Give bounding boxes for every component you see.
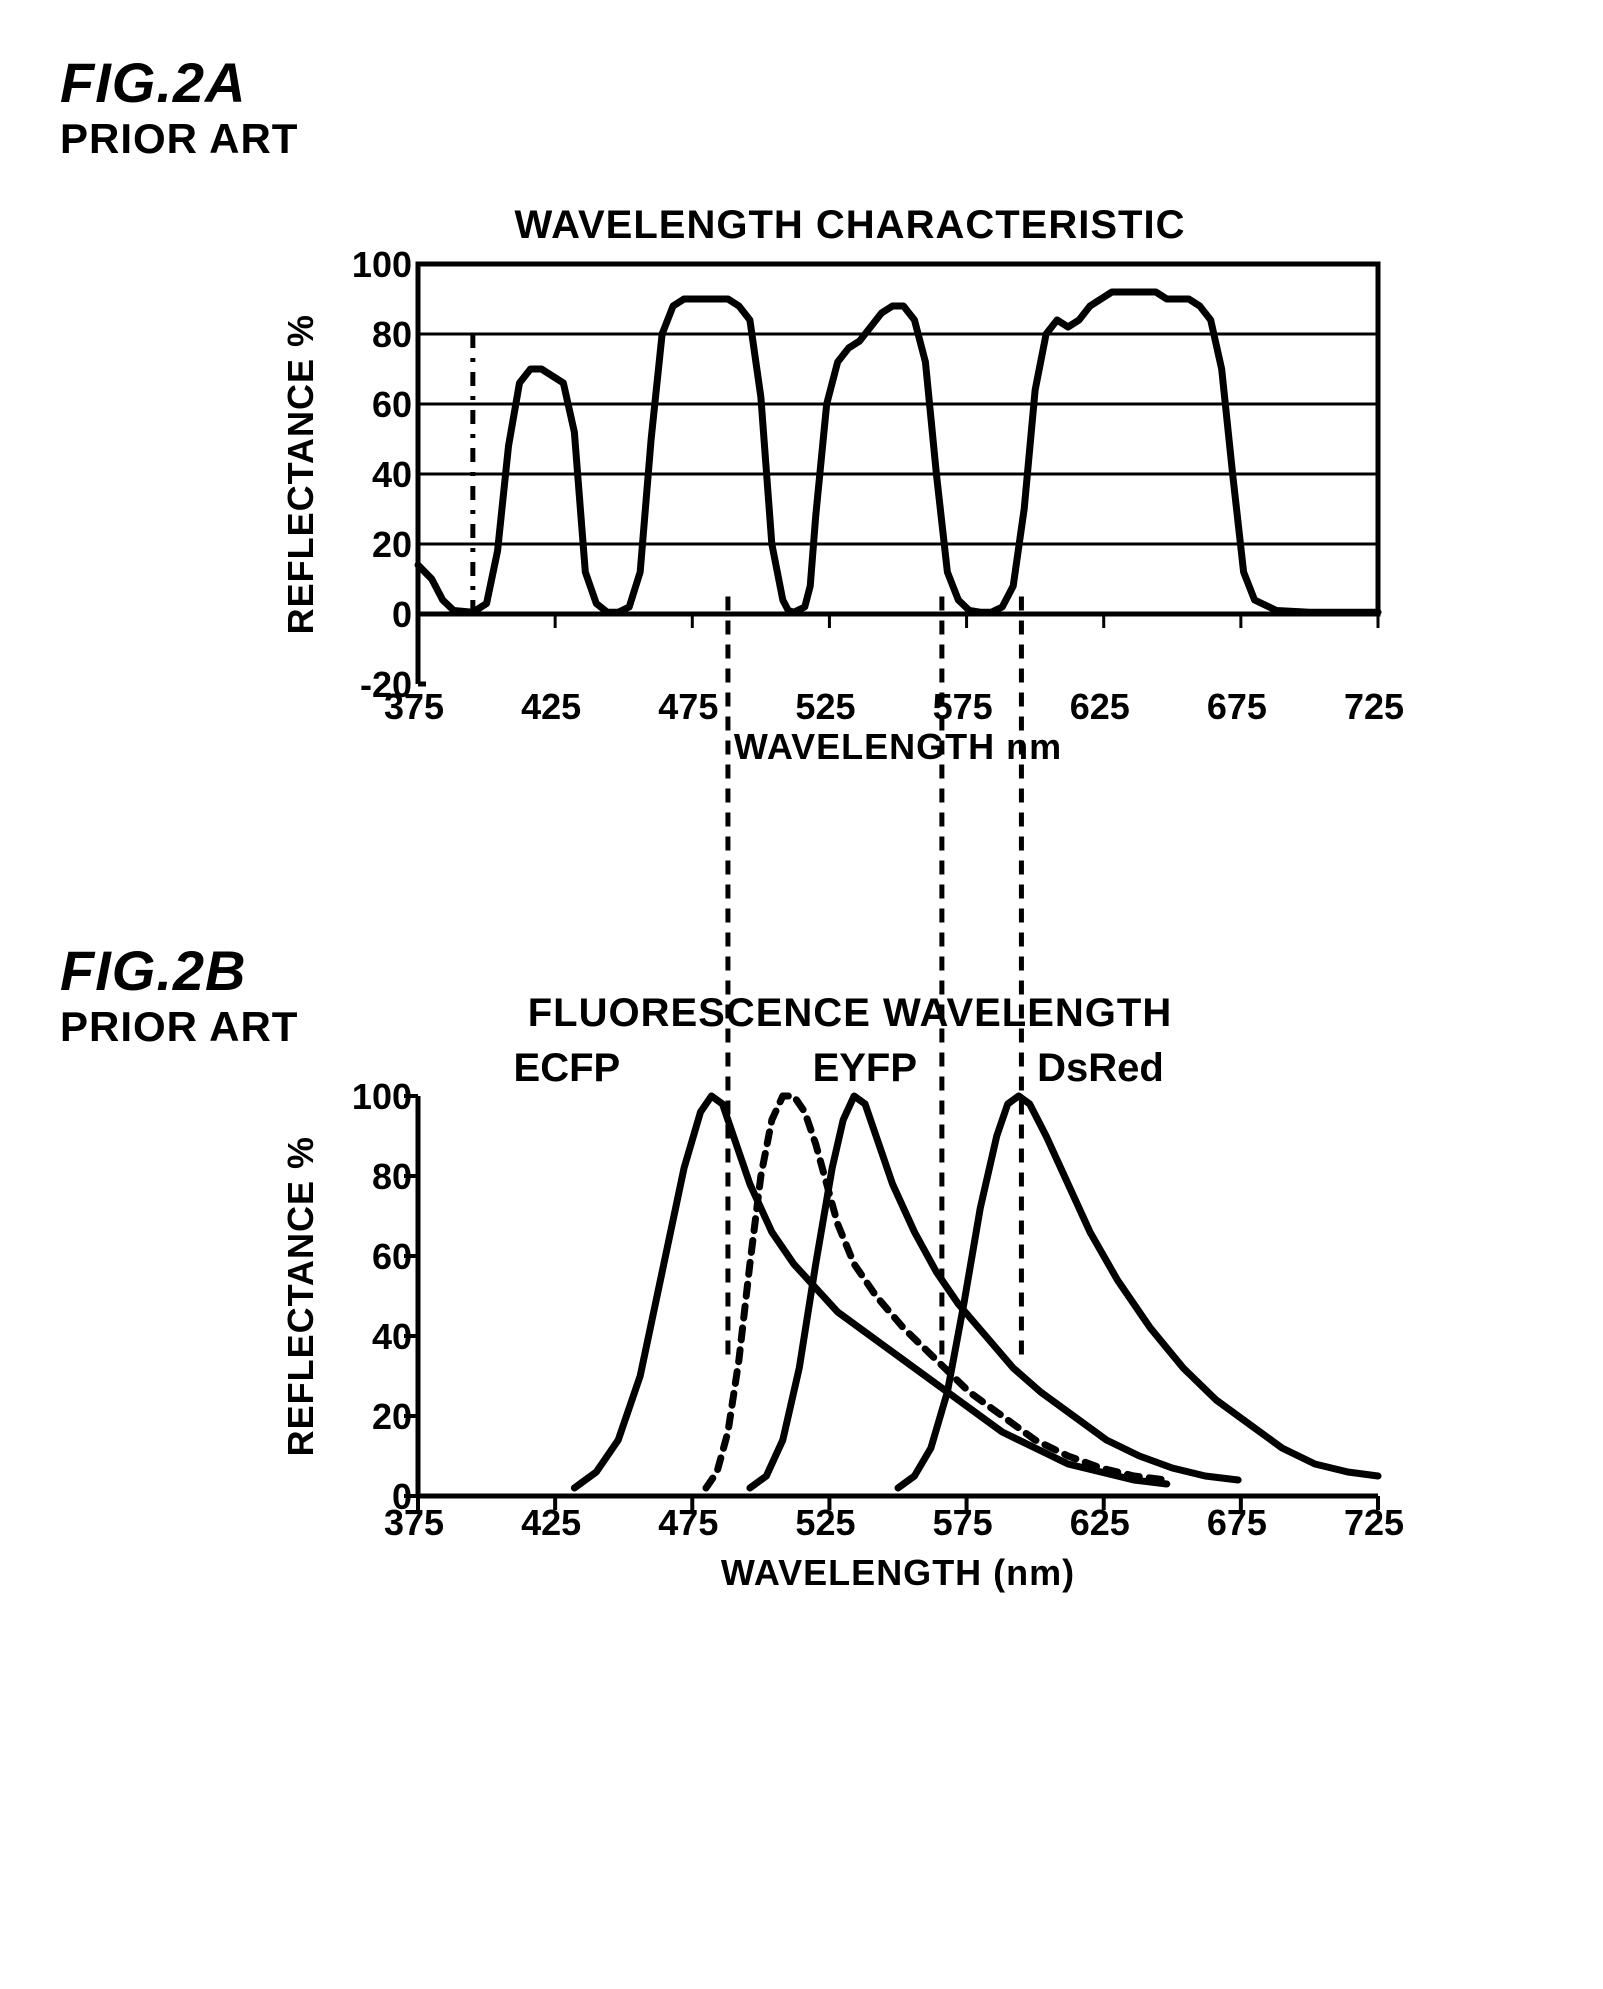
ytick-label: 80 bbox=[372, 314, 412, 356]
ytick-label: 100 bbox=[352, 1076, 412, 1118]
ytick-label: 100 bbox=[352, 244, 412, 286]
fig2b-title: FLUORESCENCE WAVELENGTH bbox=[280, 991, 1420, 1036]
fig2b-series-labels: ECFP EYFP DsRed bbox=[420, 1046, 1380, 1096]
xtick-label: 575 bbox=[933, 1502, 993, 1544]
xtick-label: 675 bbox=[1207, 686, 1267, 728]
fig2a-ylabel: REFLECTANCE % bbox=[280, 314, 322, 634]
fig2a-header: FIG.2A PRIOR ART bbox=[60, 50, 1543, 163]
fig2b-chart: FLUORESCENCE WAVELENGTH ECFP EYFP DsRed RE… bbox=[280, 991, 1420, 1594]
xtick-label: 575 bbox=[933, 686, 993, 728]
fig2a-xticks: 375425475525575625675725 bbox=[418, 684, 1378, 730]
xtick-label: 525 bbox=[795, 686, 855, 728]
xtick-label: 475 bbox=[658, 1502, 718, 1544]
fig2b-ylabel: REFLECTANCE % bbox=[280, 1136, 322, 1456]
xtick-label: 725 bbox=[1344, 686, 1404, 728]
xtick-label: 725 bbox=[1344, 1502, 1404, 1544]
fig2b-svg bbox=[418, 1096, 1378, 1496]
xtick-label: 675 bbox=[1207, 1502, 1267, 1544]
ytick-label: 60 bbox=[372, 384, 412, 426]
xtick-label: 425 bbox=[521, 686, 581, 728]
ytick-label: 40 bbox=[372, 454, 412, 496]
fig2a-title: WAVELENGTH CHARACTERISTIC bbox=[280, 203, 1420, 248]
fig2a-xlabel: WAVELENGTH nm bbox=[418, 726, 1378, 768]
series-label-ecfp: ECFP bbox=[514, 1046, 621, 1091]
ytick-label: 20 bbox=[372, 524, 412, 566]
fig2b-yticks: 020406080100 bbox=[322, 1096, 418, 1496]
curve-dsred bbox=[898, 1096, 1378, 1488]
series-label-eyfp: EYFP bbox=[813, 1046, 917, 1091]
fig2a-svg bbox=[418, 264, 1378, 684]
fig2b-xticks: 375425475525575625675725 bbox=[418, 1496, 1378, 1542]
fig2a-prior: PRIOR ART bbox=[60, 115, 1543, 163]
fig2b-xlabel: WAVELENGTH (nm) bbox=[418, 1552, 1378, 1594]
fig2a-yticks: -20020406080100 bbox=[322, 264, 418, 684]
fig2a-chart: WAVELENGTH CHARACTERISTIC REFLECTANCE % … bbox=[280, 203, 1420, 768]
ytick-label: 0 bbox=[392, 594, 412, 636]
xtick-label: 425 bbox=[521, 1502, 581, 1544]
xtick-label: 625 bbox=[1070, 686, 1130, 728]
xtick-label: 375 bbox=[384, 1502, 444, 1544]
xtick-label: 475 bbox=[658, 686, 718, 728]
xtick-label: 375 bbox=[384, 686, 444, 728]
xtick-label: 525 bbox=[795, 1502, 855, 1544]
fig2a-label: FIG.2A bbox=[60, 50, 1543, 115]
xtick-label: 625 bbox=[1070, 1502, 1130, 1544]
series-label-dsred: DsRed bbox=[1037, 1046, 1164, 1091]
